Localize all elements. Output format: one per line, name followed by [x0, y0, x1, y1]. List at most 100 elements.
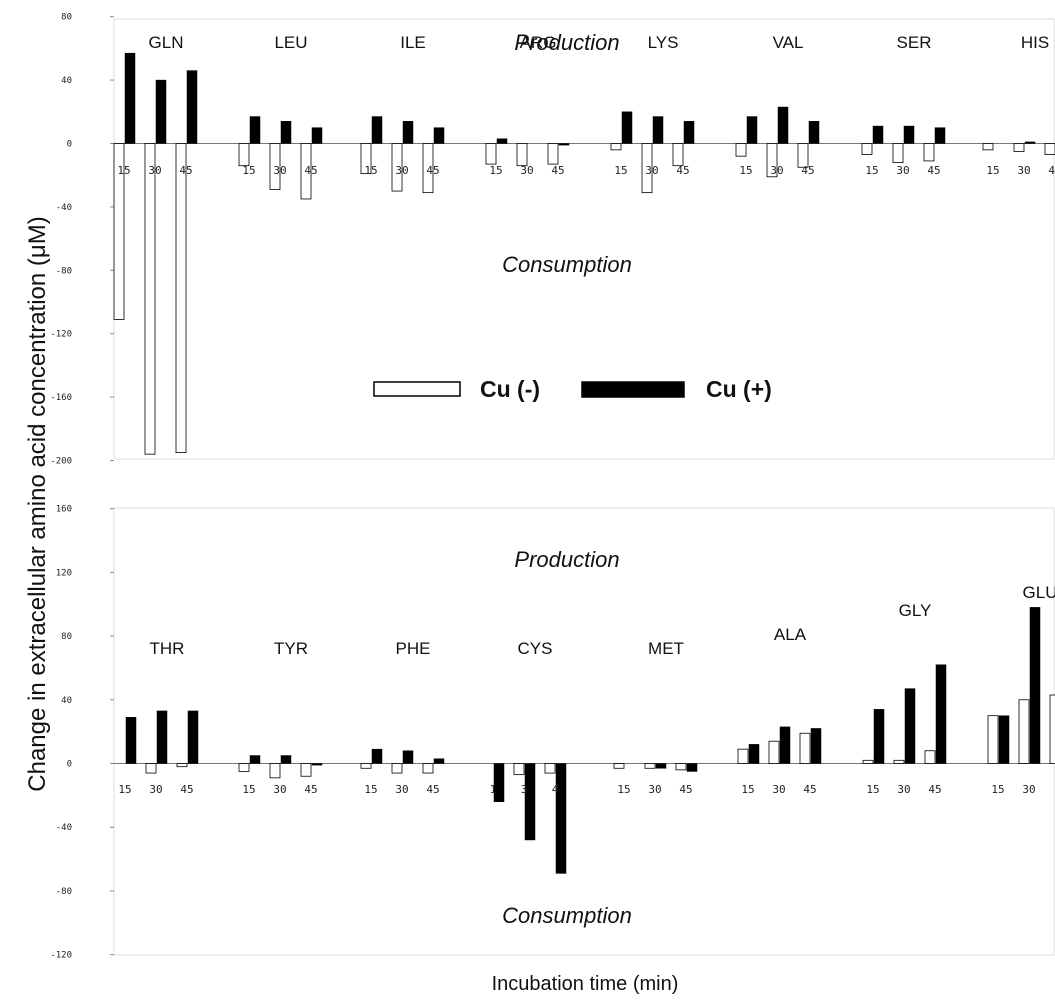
group-met: MET 15 30 45	[613, 639, 698, 796]
group-cys: CYS 1 3 4	[490, 639, 567, 874]
bar-cu-plus-tyr-15	[249, 755, 261, 764]
time-label: 30	[395, 164, 408, 177]
time-label: 15	[991, 783, 1004, 796]
y-tick-label: 160	[56, 505, 72, 515]
bar-cu-plus-val-15	[746, 116, 758, 144]
time-label: 45	[928, 783, 941, 796]
bar-cu-minus-ile-30	[391, 143, 403, 192]
time-label: 30	[273, 783, 286, 796]
bar-cu-plus-leu-45	[311, 127, 323, 144]
y-tick-label: -200	[50, 457, 72, 467]
bar-cu-plus-leu-30	[280, 121, 292, 144]
bar-cu-plus-cys-1	[493, 763, 505, 802]
bar-cu-minus-phe-30	[391, 763, 403, 774]
y-tick-label: 0	[67, 760, 72, 770]
y-tick-label: -160	[50, 393, 72, 403]
bar-cu-minus-lys-30	[641, 143, 653, 194]
group-glu: GLU15304	[987, 583, 1055, 796]
time-label: 45	[304, 783, 317, 796]
bar-cu-plus-ile-15	[371, 116, 383, 144]
time-label: 30	[648, 783, 661, 796]
bar-cu-plus-lys-15	[621, 111, 633, 144]
bar-cu-minus-glu-30	[1018, 699, 1030, 764]
group-label: CYS	[518, 639, 553, 658]
bar-cu-minus-his-45	[1044, 143, 1055, 155]
time-label: 45	[180, 783, 193, 796]
time-label: 3	[521, 783, 528, 796]
time-label: 15	[242, 783, 255, 796]
time-label: 15	[986, 164, 999, 177]
group-label: LEU	[274, 33, 307, 52]
chart-panel-2: 160 120 80 40 0 -40 -80 -120 Production Consumpti…	[50, 505, 1055, 961]
group-label: LYS	[648, 33, 679, 52]
group-ile: ILE 15 30 45	[360, 33, 445, 194]
group-leu: LEU 15 30 45	[238, 33, 323, 200]
legend-swatch-cu-plus	[581, 381, 685, 398]
time-label: 30	[772, 783, 785, 796]
annotation-production: Production	[514, 547, 619, 572]
bar-cu-minus-tyr-30	[269, 763, 281, 779]
bar-cu-plus-arg-15	[496, 138, 508, 144]
bar-cu-plus-phe-15	[371, 748, 383, 764]
group-label: PHE	[396, 639, 431, 658]
time-label: 45	[551, 164, 564, 177]
bar-cu-plus-lys-30	[652, 116, 664, 144]
time-label: 45	[679, 783, 692, 796]
bar-cu-minus-gln-15	[113, 143, 125, 320]
bar-cu-plus-gln-15	[124, 52, 136, 144]
bar-cu-minus-cys-3	[513, 763, 525, 776]
time-label: 15	[739, 164, 752, 177]
bar-cu-plus-glu-15	[998, 715, 1010, 764]
bar-cu-plus-ala-45	[810, 728, 822, 764]
bar-cu-plus-ser-30	[903, 125, 915, 144]
time-label: 15	[866, 783, 879, 796]
bar-cu-minus-ile-45	[422, 143, 434, 194]
annotation-consumption: Consumption	[502, 903, 632, 928]
y-tick-label: 80	[61, 632, 72, 642]
bar-cu-plus-leu-15	[249, 116, 261, 144]
bar-cu-minus-leu-30	[269, 143, 281, 190]
bar-cu-plus-val-30	[777, 106, 789, 144]
time-label: 45	[1048, 164, 1055, 177]
bar-cu-plus-cys-4	[555, 763, 567, 874]
bar-cu-minus-ser-30	[892, 143, 904, 163]
time-label: 15	[117, 164, 130, 177]
y-tick-label: -40	[56, 203, 72, 213]
group-label: ARG	[520, 33, 557, 52]
time-label: 45	[676, 164, 689, 177]
time-label: 45	[426, 164, 439, 177]
bar-cu-minus-tyr-45	[300, 763, 312, 777]
time-label: 45	[927, 164, 940, 177]
group-his: HIS 15 30 45	[982, 33, 1055, 177]
bar-cu-plus-his-30	[1024, 141, 1036, 144]
time-label: 45	[801, 164, 814, 177]
time-label: 15	[242, 164, 255, 177]
chart-panel-1: 80 40 0 -40 -80 -120 -160 -200 Production Consump…	[50, 13, 1055, 467]
group-tyr: TYR 15 30 45	[238, 639, 323, 796]
bar-cu-minus-thr-45	[176, 763, 188, 768]
y-tick-label: 120	[56, 568, 72, 578]
time-label: 30	[149, 783, 162, 796]
legend-label-cu-plus: Cu (+)	[706, 376, 772, 402]
bar-cu-minus-arg-15	[485, 143, 497, 165]
bar-cu-plus-gln-30	[155, 79, 167, 144]
time-label: 30	[645, 164, 658, 177]
y-axis-label: Change in extracellular amino acid conce…	[24, 216, 51, 791]
time-label: 1	[490, 783, 497, 796]
legend-swatch-cu-minus	[373, 381, 461, 397]
bar-cu-plus-ser-15	[872, 125, 884, 144]
chart-panels: 80400-40-80-120-160-200ProductionConsump…	[50, 13, 1055, 961]
time-label: 30	[1022, 783, 1035, 796]
time-label: 15	[364, 783, 377, 796]
bar-cu-minus-ser-15	[861, 143, 873, 155]
bar-cu-plus-glu-30	[1029, 607, 1041, 764]
group-ser: SER 15 30 45	[861, 33, 946, 177]
bar-cu-minus-gly-30	[893, 759, 905, 764]
bar-cu-minus-gln-30	[144, 143, 156, 455]
bar-cu-plus-gly-45	[935, 664, 947, 764]
bar-cu-minus-gln-45	[175, 143, 187, 453]
group-thr: THR 15 30 45	[118, 639, 199, 796]
bar-cu-minus-arg-45	[547, 143, 559, 165]
time-label: 30	[395, 783, 408, 796]
bar-cu-plus-met-30	[655, 763, 667, 769]
